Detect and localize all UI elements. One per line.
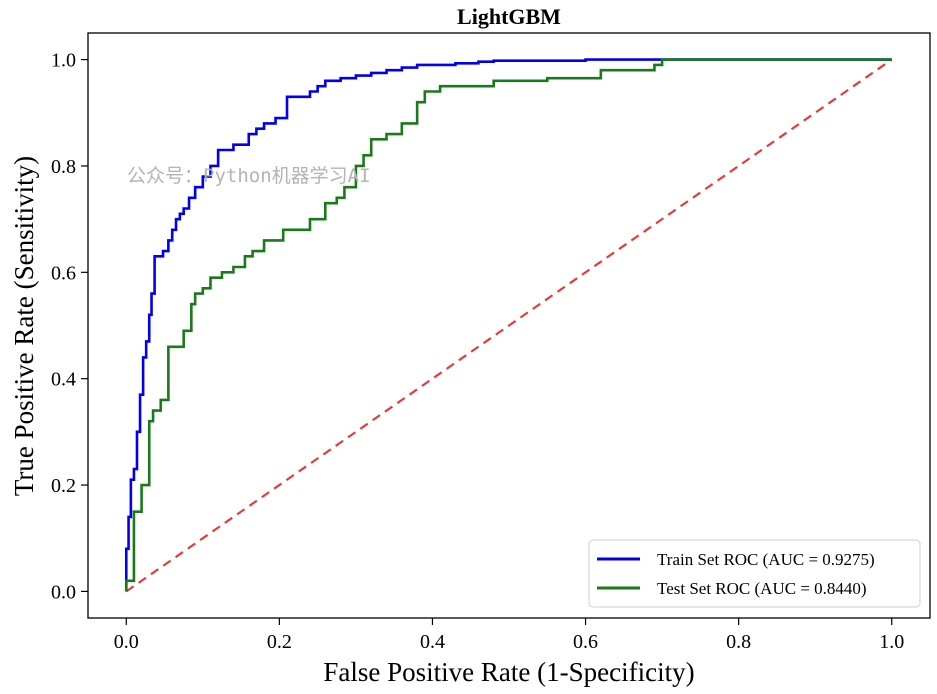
legend: Train Set ROC (AUC = 0.9275) Test Set RO…	[588, 539, 921, 608]
chance-diagonal-line	[125, 58, 893, 593]
y-tick-label: 1.0	[51, 50, 76, 72]
series-layer	[124, 58, 893, 593]
x-tick-label: 0.0	[114, 631, 139, 653]
watermark: 公众号：Python机器学习AI	[127, 165, 371, 187]
y-axis-ticks: 0.0 0.2 0.4 0.6 0.8 1.0	[51, 50, 88, 603]
legend-label-train: Train Set ROC (AUC = 0.9275)	[657, 550, 875, 569]
test-roc-line	[124, 58, 892, 592]
plot-area	[87, 32, 931, 619]
x-tick-label: 0.8	[726, 631, 751, 653]
x-tick-label: 0.2	[267, 631, 292, 653]
x-axis-ticks: 0.0 0.2 0.4 0.6 0.8 1.0	[114, 618, 904, 653]
chart-title: LightGBM	[457, 4, 561, 29]
legend-label-test: Test Set ROC (AUC = 0.8440)	[657, 579, 867, 598]
x-tick-label: 1.0	[879, 631, 904, 653]
x-tick-label: 0.6	[573, 631, 598, 653]
train-roc-line	[124, 58, 892, 592]
y-tick-label: 0.8	[51, 156, 76, 178]
y-tick-label: 0.0	[51, 581, 76, 603]
x-axis-title: False Positive Rate (1-Specificity)	[323, 657, 694, 687]
y-tick-label: 0.4	[51, 369, 76, 391]
y-axis-title: True Positive Rate (Sensitivity)	[9, 156, 39, 496]
y-tick-label: 0.2	[51, 475, 76, 497]
y-tick-label: 0.6	[51, 262, 76, 284]
x-tick-label: 0.4	[420, 631, 445, 653]
legend-box	[588, 539, 921, 608]
